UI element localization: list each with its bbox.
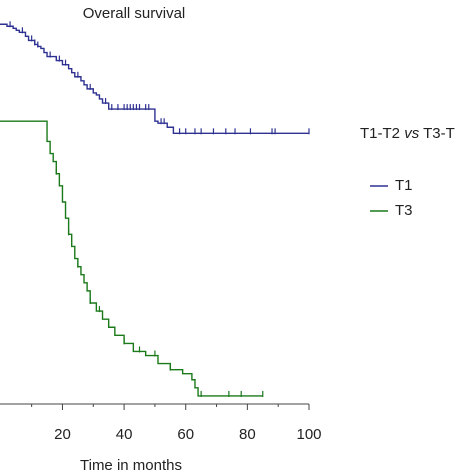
legend-label-t3: T3 (395, 202, 413, 219)
x-tick-label: 40 (116, 426, 133, 443)
x-tick-label: 100 (296, 426, 321, 443)
x-tick-label: 60 (177, 426, 194, 443)
x-tick-label: 80 (239, 426, 256, 443)
chart-title: Overall survival (83, 5, 186, 22)
series-line-t1 (0, 23, 309, 135)
x-tick-label: 20 (54, 426, 71, 443)
x-axis: 20 40 60 80 100 (0, 403, 322, 443)
x-axis-label: Time in months (80, 457, 182, 474)
series-lines (0, 21, 310, 397)
legend-label-t1: T1 (395, 177, 413, 194)
legend-title: T1-T2 vs T3-T (360, 125, 455, 142)
series-line-t3 (0, 120, 263, 397)
